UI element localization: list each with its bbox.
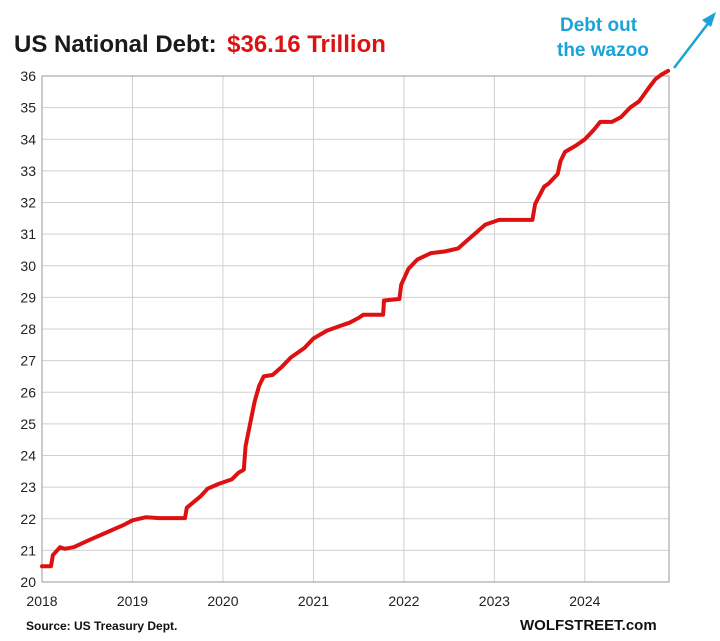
- x-axis-ticks: 2018 2019 2020 2021 2022 2023 2024: [26, 593, 600, 609]
- y-tick-label: 32: [20, 195, 36, 211]
- brand-label: WOLFSTREET.com: [520, 617, 657, 634]
- y-tick-label: 29: [20, 289, 36, 305]
- y-tick-label: 34: [20, 131, 36, 147]
- annotation: Debt out the wazoo: [557, 12, 716, 69]
- title-value: $36.16 Trillion: [227, 31, 386, 58]
- x-tick-label: 2023: [479, 593, 510, 609]
- y-tick-label: 27: [20, 353, 36, 369]
- x-tick-label: 2021: [298, 593, 329, 609]
- y-tick-label: 23: [20, 479, 36, 495]
- x-tick-label: 2019: [117, 593, 148, 609]
- chart-title: US National Debt: $36.16 Trillion: [14, 31, 386, 58]
- x-tick-label: 2018: [26, 593, 57, 609]
- y-tick-label: 22: [20, 511, 36, 527]
- annotation-line2: the wazoo: [557, 40, 649, 61]
- y-tick-label: 26: [20, 384, 36, 400]
- y-tick-label: 24: [20, 448, 36, 464]
- debt-series-line: [40, 68, 671, 569]
- gridlines: [41, 75, 669, 583]
- y-tick-label: 20: [20, 574, 36, 590]
- title-prefix: US National Debt:: [14, 31, 217, 58]
- x-tick-label: 2024: [569, 593, 600, 609]
- y-axis-ticks: 20 21 22 23 24 25 26 27 28 29 30 31 32 33 34 35 36: [20, 68, 36, 590]
- y-tick-label: 21: [20, 542, 36, 558]
- source-note: Source: US Treasury Dept.: [26, 619, 177, 633]
- y-tick-label: 31: [20, 226, 36, 242]
- y-tick-label: 33: [20, 163, 36, 179]
- arrow-head-icon: [702, 12, 716, 27]
- x-tick-label: 2020: [207, 593, 238, 609]
- y-tick-label: 30: [20, 258, 36, 274]
- annotation-arrow: [673, 16, 714, 69]
- y-tick-label: 28: [20, 321, 36, 337]
- y-tick-label: 36: [20, 68, 36, 84]
- y-tick-label: 25: [20, 416, 36, 432]
- svg-text:US National Debt: $36.16: US National Debt: $36.16 Trillion: [14, 31, 386, 58]
- x-tick-label: 2022: [388, 593, 419, 609]
- y-tick-label: 35: [20, 100, 36, 116]
- annotation-line1: Debt out: [560, 15, 638, 36]
- plot-frame: [41, 75, 670, 583]
